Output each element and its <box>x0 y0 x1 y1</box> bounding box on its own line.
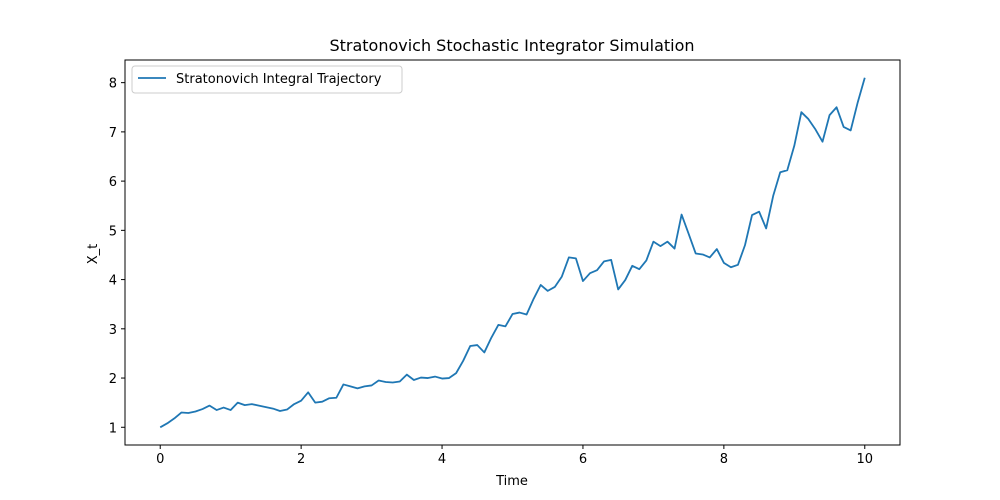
x-tick-label: 6 <box>579 452 587 467</box>
y-tick-label: 5 <box>109 224 117 239</box>
legend-box <box>131 65 403 94</box>
y-tick-label: 1 <box>109 421 117 436</box>
x-tick-label: 10 <box>856 452 873 467</box>
plot-frame <box>124 59 901 446</box>
x-tick-label: 2 <box>297 452 305 467</box>
y-tick-label: 2 <box>109 372 117 387</box>
y-tick-label: 6 <box>109 175 117 190</box>
x-axis-label: Time <box>495 474 528 489</box>
y-tick-label: 8 <box>109 77 117 92</box>
y-axis-label: X_t <box>86 244 101 265</box>
chart-title: Stratonovich Stochastic Integrator Simul… <box>329 36 694 55</box>
y-tick-label: 4 <box>109 274 117 289</box>
y-tick-label: 7 <box>109 126 117 141</box>
x-tick-label: 4 <box>438 452 446 467</box>
series-line-0 <box>159 77 866 429</box>
y-tick-label: 3 <box>109 323 117 338</box>
legend-label: Stratonovich Integral Trajectory <box>176 72 382 87</box>
x-tick-label: 8 <box>720 452 728 467</box>
x-tick-label: 0 <box>156 452 164 467</box>
legend: Stratonovich Integral Trajectory <box>131 65 403 94</box>
